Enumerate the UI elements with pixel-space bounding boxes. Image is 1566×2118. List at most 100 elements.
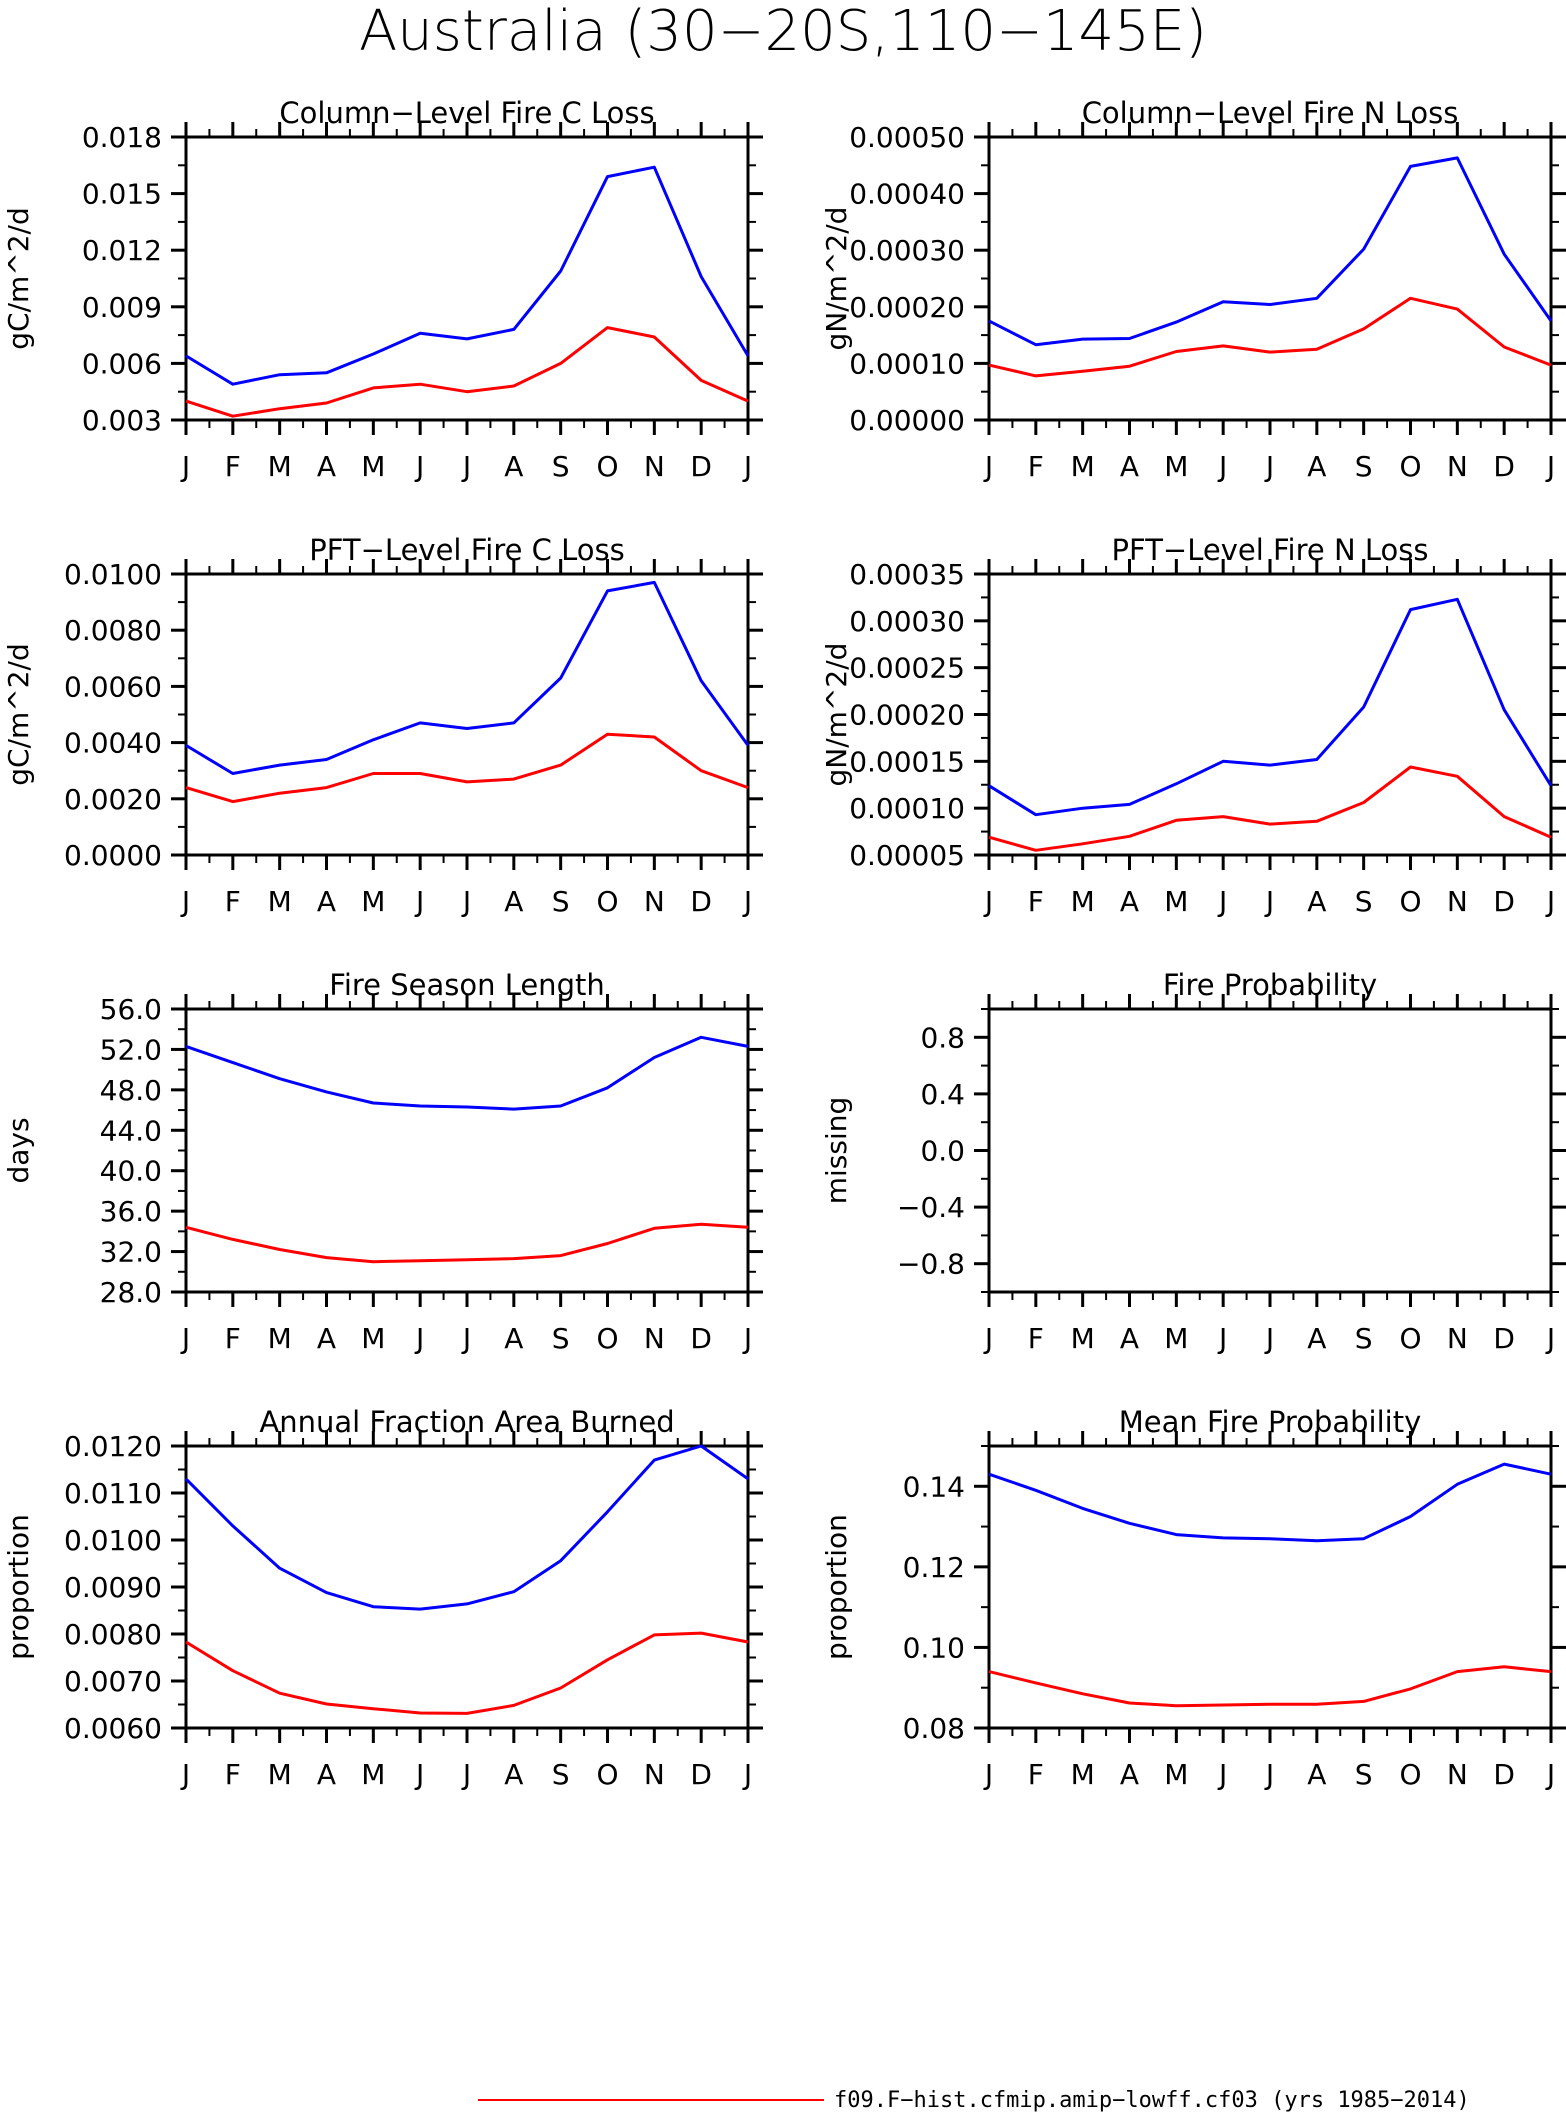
x-tick-label: M: [1164, 1758, 1188, 1791]
y-tick-label: 0.12: [903, 1551, 965, 1584]
x-tick-label: J: [1264, 885, 1274, 918]
y-tick-label: 0.012: [82, 234, 162, 267]
chart-panel-1: J F M A M J J A S O N D J0.0030.0060.0090.0120.0150.…: [2, 96, 763, 483]
y-tick-label: 0.00005: [849, 839, 965, 872]
x-tick-label: M: [1164, 885, 1188, 918]
y-tick-label: 0.00030: [849, 605, 965, 638]
panel-title: Fire Season Length: [329, 968, 604, 1002]
y-tick-label: 0.003: [82, 404, 162, 437]
x-tick-label: J: [1545, 450, 1555, 483]
series-line-2: [988, 296, 1552, 378]
x-tick-label: N: [644, 1758, 665, 1791]
x-tick-label: A: [1307, 885, 1326, 918]
panel-title: PFT−Level Fire C Loss: [309, 533, 625, 567]
y-tick-label: 0.00010: [849, 792, 965, 825]
y-tick-label: 36.0: [100, 1195, 162, 1228]
y-tick-label: 0.10: [903, 1631, 965, 1664]
x-tick-label: J: [180, 885, 190, 918]
x-tick-label: M: [1164, 450, 1188, 483]
x-tick-label: A: [1120, 885, 1139, 918]
panel-title: Mean Fire Probability: [1119, 1405, 1422, 1439]
panel-title: Fire Probability: [1163, 968, 1377, 1002]
x-tick-label: M: [1071, 1758, 1095, 1791]
x-tick-label: D: [690, 1322, 712, 1355]
y-tick-label: 0.00040: [849, 178, 965, 211]
x-tick-label: F: [1028, 885, 1044, 918]
x-tick-label: J: [983, 1758, 993, 1791]
y-tick-label: 0.14: [903, 1470, 965, 1503]
y-tick-label: 40.0: [100, 1155, 162, 1188]
series-line-2: [185, 732, 749, 804]
legend-label: f09.F−hist.cfmip.amip−lowff.cf03 (yrs 19…: [834, 2088, 1470, 2113]
x-tick-label: M: [361, 1758, 385, 1791]
y-tick-label: 56.0: [100, 993, 162, 1026]
y-tick-label: 0.0100: [64, 1524, 162, 1557]
x-tick-label: D: [690, 450, 712, 483]
y-tick-label: 0.0100: [64, 558, 162, 591]
x-tick-label: S: [1355, 1322, 1373, 1355]
x-tick-label: J: [180, 1758, 190, 1791]
series-line-1: [184, 1444, 749, 1611]
x-tick-label: M: [361, 450, 385, 483]
y-tick-label: 0.0120: [64, 1430, 162, 1463]
y-tick-label: 0.00050: [849, 121, 965, 154]
x-tick-label: O: [596, 885, 618, 918]
chart-panel-2: J F M A M J J A S O N D J0.000000.000100.000200.0003…: [820, 96, 1566, 483]
y-tick-label: 0.0080: [64, 1618, 162, 1651]
series-line-2: [185, 1631, 749, 1715]
series-line-2: [185, 326, 749, 418]
x-tick-label: J: [742, 885, 752, 918]
chart-panel-3: J F M A M J J A S O N D J0.00000.00200.00400.00600.0…: [2, 533, 763, 918]
x-tick-label: D: [690, 1758, 712, 1791]
x-tick-label: M: [361, 1322, 385, 1355]
y-tick-label: 0.015: [82, 178, 162, 211]
y-axis-label: gN/m^2/d: [820, 643, 853, 787]
x-tick-label: F: [225, 1758, 241, 1791]
x-tick-label: M: [1071, 450, 1095, 483]
x-tick-label: S: [1355, 1758, 1373, 1791]
y-axis-label: proportion: [2, 1514, 35, 1660]
x-tick-label: J: [742, 1322, 752, 1355]
x-tick-label: J: [1545, 1758, 1555, 1791]
x-tick-label: D: [690, 885, 712, 918]
x-tick-label: J: [461, 1758, 471, 1791]
x-tick-label: A: [504, 1758, 523, 1791]
panel-title: Column−Level Fire C Loss: [279, 96, 654, 130]
x-tick-label: J: [983, 885, 993, 918]
x-tick-label: O: [596, 1322, 618, 1355]
panel-title: Column−Level Fire N Loss: [1082, 96, 1459, 130]
y-tick-label: 0.006: [82, 347, 162, 380]
x-tick-label: N: [644, 885, 665, 918]
x-tick-label: J: [414, 450, 424, 483]
y-tick-label: 0.0: [920, 1135, 965, 1168]
x-tick-label: D: [1493, 1322, 1515, 1355]
x-tick-label: F: [1028, 1322, 1044, 1355]
x-tick-label: J: [1545, 885, 1555, 918]
x-tick-label: M: [268, 885, 292, 918]
chart-panel-4: J F M A M J J A S O N D J0.000050.000100.000150.0002…: [820, 533, 1566, 918]
y-tick-label: 0.8: [920, 1021, 965, 1054]
y-tick-label: 28.0: [100, 1276, 162, 1309]
x-tick-label: J: [461, 885, 471, 918]
y-tick-label: −0.4: [897, 1191, 965, 1224]
y-tick-label: 0.00035: [849, 558, 965, 591]
series-line-2: [988, 1665, 1552, 1708]
y-tick-label: 0.0040: [64, 727, 162, 760]
x-tick-label: J: [742, 1758, 752, 1791]
y-tick-label: 44.0: [100, 1114, 162, 1147]
x-tick-label: O: [596, 1758, 618, 1791]
chart-panel-5: J F M A M J J A S O N D J28.032.036.040.044.048.052.…: [2, 968, 763, 1355]
legend: f09.F−hist.cfmip.amip−lowff.cf03 (yrs 19…: [478, 2088, 1470, 2113]
y-tick-label: 0.0110: [64, 1477, 162, 1510]
x-tick-label: A: [317, 1758, 336, 1791]
y-tick-label: 0.4: [920, 1078, 965, 1111]
series-line-1: [185, 580, 750, 775]
chart-panel-7: J F M A M J J A S O N D J0.00600.00700.00800.00900.0…: [2, 1405, 763, 1791]
y-axis-label: missing: [820, 1097, 853, 1205]
x-tick-label: O: [1399, 450, 1421, 483]
x-tick-label: D: [1493, 885, 1515, 918]
x-tick-label: J: [1264, 450, 1274, 483]
x-tick-label: A: [317, 885, 336, 918]
x-tick-label: N: [644, 450, 665, 483]
